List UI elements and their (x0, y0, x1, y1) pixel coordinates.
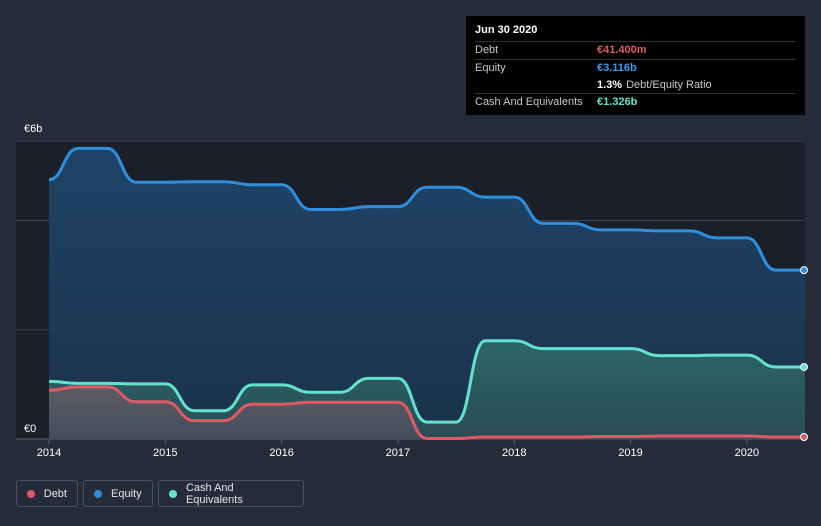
legend-equity-button[interactable]: Equity (83, 480, 153, 507)
tooltip-cash-row: Cash And Equivalents €1.326b (475, 94, 796, 111)
legend-equity-label: Equity (111, 487, 142, 500)
x-tick-label: 2020 (734, 447, 760, 459)
tooltip-cash-value: €1.326b (597, 96, 638, 108)
x-tick-label: 2017 (385, 447, 411, 459)
equity-end-marker (800, 266, 808, 275)
tooltip-debt-value: €41.400m (597, 44, 647, 56)
legend-debt-button[interactable]: Debt (16, 480, 78, 507)
x-tick-label: 2016 (269, 447, 294, 459)
x-tick-label: 2018 (501, 447, 527, 459)
debt-area (49, 386, 805, 439)
y-tick-zero: €0 (24, 423, 37, 435)
tooltip-debt-row: Debt €41.400m (475, 42, 796, 60)
tooltip-date: Jun 30 2020 (475, 24, 796, 42)
cash-dot-icon (169, 489, 177, 498)
cash-end-marker (800, 362, 808, 371)
tooltip-equity-label: Equity (475, 62, 506, 74)
series-lines (48, 146, 805, 441)
x-tick-label: 2019 (618, 447, 643, 459)
debt-end-marker (800, 433, 808, 442)
y-tick-top: €6b (24, 123, 43, 135)
tooltip-debt-label: Debt (475, 44, 499, 56)
legend-cash-button[interactable]: Cash And Equivalents (158, 480, 304, 507)
equity-dot-icon (94, 489, 102, 498)
x-tick-label: 2015 (153, 447, 178, 459)
tooltip-cash-label: Cash And Equivalents (475, 96, 583, 108)
tooltip-ratio-value: 1.3% (597, 79, 623, 91)
legend-debt-label: Debt (43, 487, 67, 500)
x-tick-label: 2014 (36, 447, 62, 459)
tooltip-ratio-row: 1.3% Debt/Equity Ratio (475, 77, 796, 94)
debt-line (48, 385, 805, 441)
debt-dot-icon (27, 489, 35, 498)
legend-cash-label: Cash And Equivalents (185, 481, 243, 506)
data-tooltip: Jun 30 2020 Debt €41.400m Equity €3.116b… (466, 16, 805, 115)
cash-line (48, 339, 805, 424)
tooltip-ratio-text: Debt/Equity Ratio (626, 79, 712, 91)
tooltip-equity-value: €3.116b (597, 62, 637, 74)
tooltip-equity-row: Equity €3.116b (475, 60, 796, 77)
series-end-markers (800, 266, 808, 442)
equity-line (48, 146, 805, 272)
